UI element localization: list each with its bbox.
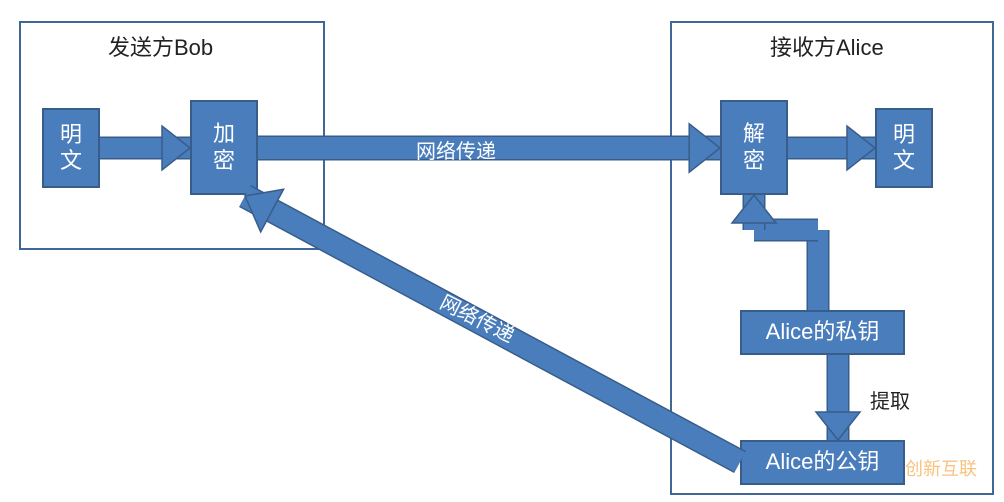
- receiver-container: [670, 21, 994, 495]
- node-label: 加 密: [213, 121, 235, 174]
- node-label: 明 文: [893, 122, 915, 175]
- node-label: Alice的公钥: [766, 449, 880, 475]
- watermark-text: 创新互联: [905, 455, 977, 481]
- node-alice-private-key: Alice的私钥: [740, 310, 905, 355]
- sender-title: 发送方Bob: [108, 30, 213, 62]
- node-alice-plaintext: 明 文: [875, 108, 933, 188]
- node-decrypt: 解 密: [720, 100, 788, 195]
- node-label: 解 密: [743, 121, 765, 174]
- node-label: Alice的私钥: [766, 319, 880, 345]
- node-label: 明 文: [60, 122, 82, 175]
- receiver-title: 接收方Alice: [770, 30, 884, 62]
- node-alice-public-key: Alice的公钥: [740, 440, 905, 485]
- node-encrypt: 加 密: [190, 100, 258, 195]
- node-bob-plaintext: 明 文: [42, 108, 100, 188]
- label-extract: 提取: [870, 385, 910, 414]
- edge-label-net-2: 网络传递: [430, 282, 527, 353]
- edge-label-net-1: 网络传递: [410, 133, 502, 166]
